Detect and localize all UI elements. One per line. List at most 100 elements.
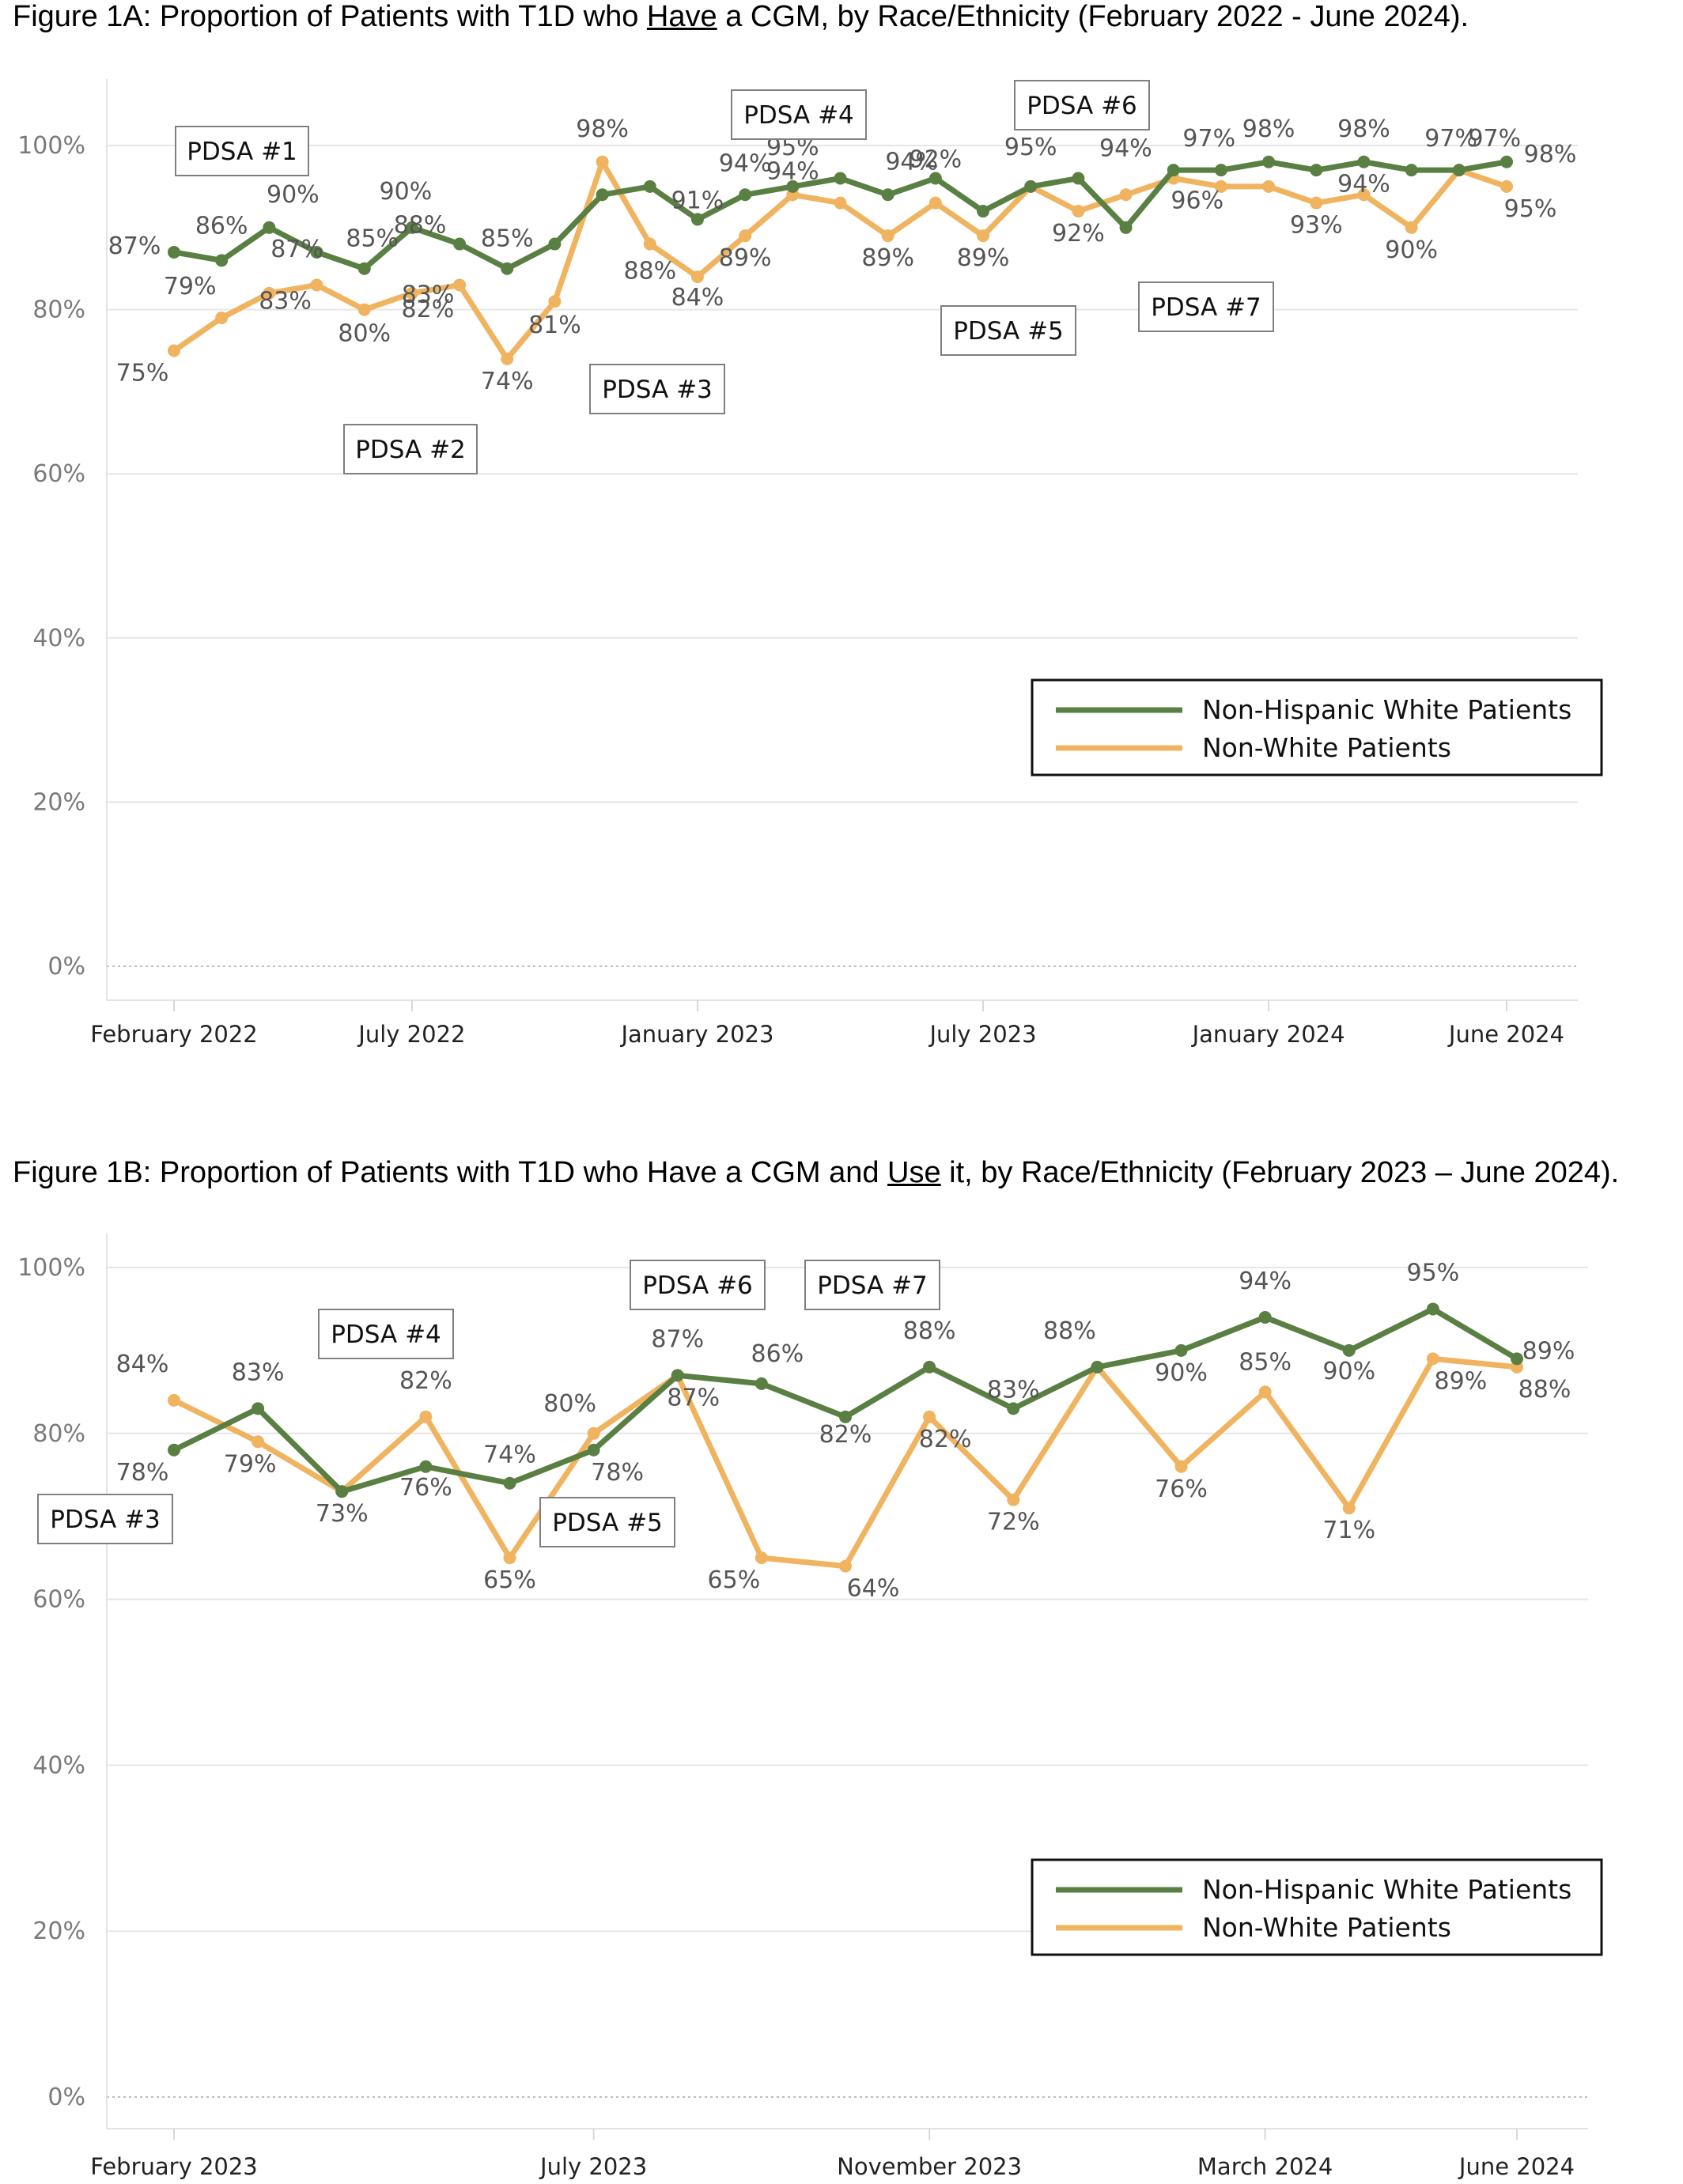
data-label-white: 97% [1182,125,1235,153]
data-point-nonwhite [1357,188,1371,202]
data-point-nonwhite [928,196,942,210]
data-point-white [671,1369,684,1382]
pdsa-box [940,305,1076,356]
data-point-nonwhite [1262,179,1276,193]
data-label-white: 86% [195,212,248,240]
data-point-nonwhite [1258,1385,1272,1399]
data-label-nonwhite: 88% [623,258,676,285]
pdsa-box [804,1260,940,1310]
data-point-nonwhite [215,311,229,324]
data-label-white: 78% [591,1459,644,1487]
data-point-white [1500,155,1513,168]
data-point-nonwhite [1426,1352,1439,1366]
legend-label: Non-White Patients [1202,1912,1451,1943]
legend-box [1031,1858,1603,1956]
data-point-nonwhite [503,1551,516,1565]
data-label-nonwhite: 82% [919,1426,972,1453]
pdsa-label: PDSA #2 [355,436,466,464]
data-label-white: 91% [671,187,724,214]
data-label-nonwhite: 79% [224,1450,277,1478]
pdsa-label: PDSA #3 [602,376,713,404]
data-point-white [596,188,609,202]
data-label-nonwhite: 84% [116,1351,169,1378]
data-point-nonwhite [405,286,418,300]
data-label-nonwhite: 75% [116,360,169,387]
y-tick-label: 0% [47,2084,85,2111]
data-point-white [1258,1310,1272,1324]
x-tick-label: July 2022 [357,1021,465,1048]
data-point-nonwhite [548,295,562,308]
data-label-white: 94% [1099,135,1152,163]
data-label-nonwhite: 94% [1337,170,1390,198]
data-point-nonwhite [168,1393,180,1407]
data-label-white: 88% [1043,1317,1096,1345]
y-tick-label: 20% [32,788,85,816]
x-tick-label: January 2024 [1191,1021,1345,1048]
x-tick-label: July 2023 [928,1021,1036,1048]
data-point-white [419,1460,433,1473]
legend-label: Non-Hispanic White Patients [1202,1874,1571,1905]
pdsa-box [37,1494,173,1544]
data-point-white [548,237,562,251]
data-label-white: 95% [1004,134,1057,161]
data-label-nonwhite: 82% [399,1367,452,1395]
data-label-nonwhite: 89% [861,244,914,272]
data-label-white: 90% [380,178,433,206]
x-tick-label: June 2024 [1458,2153,1575,2180]
data-label-nonwhite: 79% [164,273,217,300]
figure-1a-title: Figure 1A: Proportion of Patients with T… [13,0,1469,34]
data-label-white: 92% [910,146,963,174]
data-label-white: 97% [1424,125,1477,153]
x-tick-label: March 2024 [1197,2153,1333,2180]
data-point-white [453,237,467,251]
data-label-nonwhite: 94% [766,157,819,185]
data-point-white [977,205,990,218]
pdsa-box [1014,80,1150,130]
data-point-white [587,1443,600,1457]
data-point-white [503,1476,516,1490]
data-point-white [1452,164,1466,177]
data-label-nonwhite: 72% [987,1509,1040,1536]
data-label-nonwhite: 85% [1239,1348,1292,1376]
data-label-nonwhite: 93% [1290,212,1343,240]
data-label-white: 90% [1155,1359,1208,1387]
data-label-white: 98% [1524,141,1577,168]
data-label-nonwhite: 89% [957,244,1010,272]
data-point-nonwhite [1119,188,1133,202]
pdsa-box [589,364,725,414]
figure-1b-title-post: it, by Race/Ethnicity (February 2023 – J… [940,1156,1620,1189]
data-point-nonwhite [453,278,467,292]
series-line-nonwhite [171,1355,1520,1570]
data-point-white [1214,164,1227,177]
data-point-white [168,1443,180,1457]
data-label-nonwhite: 76% [1155,1476,1208,1503]
data-label-white: 90% [1322,1358,1375,1385]
data-point-white [839,1410,852,1423]
pdsa-label: PDSA #4 [743,101,854,130]
data-point-nonwhite [881,229,894,243]
data-label-white: 88% [903,1317,956,1345]
data-point-nonwhite [834,196,847,210]
y-tick-label: 20% [32,1918,85,1945]
data-label-nonwhite: 65% [483,1566,536,1594]
data-label-nonwhite: 80% [338,320,391,348]
data-label-white: 98% [1337,115,1390,143]
data-point-white [501,262,514,275]
pdsa-label: PDSA #5 [552,1509,663,1537]
data-label-nonwhite: 87% [667,1384,720,1411]
figure-1a-title-emphasis: Have [646,0,717,33]
x-tick-label: February 2022 [90,1021,258,1048]
figure-1a-chart: 0% 20% 40% 60% 80% 100% February 2022 July 2022… [17,79,1603,1048]
figure-1b-title-pre: Figure 1B: Proportion of Patients with T… [13,1156,888,1189]
pdsa-label: PDSA #1 [187,138,297,166]
data-label-white: 90% [267,181,320,209]
data-label-nonwhite: 90% [1385,236,1438,264]
data-label-nonwhite: 65% [708,1566,761,1594]
data-point-white [252,1402,265,1415]
pdsa-label: PDSA #3 [50,1506,161,1534]
data-label-white: 73% [316,1500,369,1528]
data-label-white: 85% [481,225,534,253]
y-tick-label: 40% [32,1751,85,1779]
data-point-nonwhite [501,352,514,365]
pdsa-label: PDSA #4 [331,1321,441,1349]
